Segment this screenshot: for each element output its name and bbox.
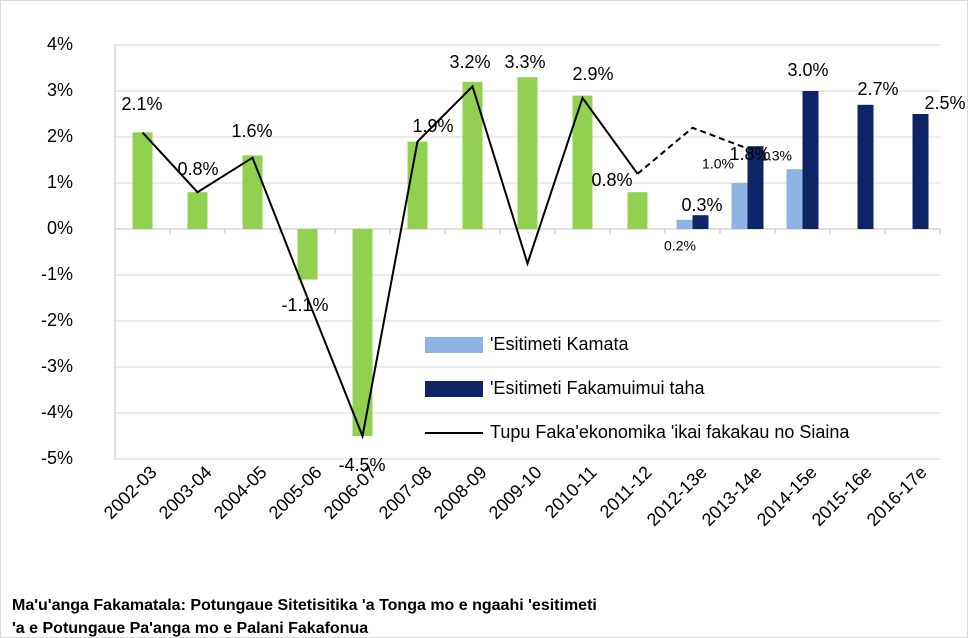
data-label: 1.9% [412, 116, 453, 136]
data-label: 2.9% [572, 64, 613, 84]
data-label: 3.3% [504, 52, 545, 72]
bar [747, 146, 764, 229]
y-tick-label: -4% [41, 402, 73, 422]
data-label: 1.6% [231, 121, 272, 141]
bar [676, 219, 693, 229]
data-label: -1.1% [281, 295, 328, 315]
bar [352, 229, 373, 436]
data-label: 0.2% [664, 238, 696, 254]
bar [857, 104, 874, 229]
footnote: 'a e Potungaue Pa'anga mo e Palani Fakaf… [12, 620, 368, 637]
y-tick-label: -3% [41, 356, 73, 376]
bar [297, 229, 318, 280]
data-label: 0.8% [177, 159, 218, 179]
data-label: 3.0% [787, 60, 828, 80]
footnote: Ma'u'anga Fakamatala: Potungaue Sitetisi… [12, 597, 597, 614]
data-label: 1.3% [760, 148, 792, 164]
legend-swatch [425, 337, 483, 353]
bar [517, 77, 538, 229]
y-tick-label: -5% [41, 448, 73, 468]
bar [187, 192, 208, 229]
bar [627, 192, 648, 229]
legend-label: 'Esitimeti Kamata [490, 334, 629, 354]
y-tick-label: 0% [47, 218, 73, 238]
y-tick-label: 1% [47, 172, 73, 192]
bar [242, 155, 263, 229]
bar [462, 81, 483, 229]
data-label: 0.3% [681, 195, 722, 215]
data-label: 2.1% [121, 94, 162, 114]
y-tick-label: -2% [41, 310, 73, 330]
bar [572, 95, 593, 229]
bar [407, 141, 428, 229]
data-label: 1.8% [729, 144, 770, 164]
y-tick-label: 2% [47, 126, 73, 146]
y-tick-label: 3% [47, 80, 73, 100]
data-label: 0.8% [591, 170, 632, 190]
data-label: 1.0% [702, 156, 734, 172]
y-tick-label: 4% [47, 34, 73, 54]
legend-swatch [425, 381, 483, 397]
bar [802, 91, 819, 229]
y-tick-label: -1% [41, 264, 73, 284]
legend-label: Tupu Faka'ekonomika 'ikai fakakau no Sia… [490, 422, 850, 442]
line [636, 126, 748, 175]
data-label: 2.7% [857, 79, 898, 99]
bar [132, 132, 153, 229]
data-label: 2.5% [924, 93, 965, 113]
legend-label: 'Esitimeti Fakamuimui taha [490, 378, 705, 398]
data-label: 3.2% [449, 52, 490, 72]
bar [786, 169, 803, 229]
bar [912, 114, 929, 229]
data-label: -4.5% [338, 455, 385, 475]
bar [692, 215, 709, 229]
line [141, 84, 639, 440]
bar [731, 183, 748, 229]
